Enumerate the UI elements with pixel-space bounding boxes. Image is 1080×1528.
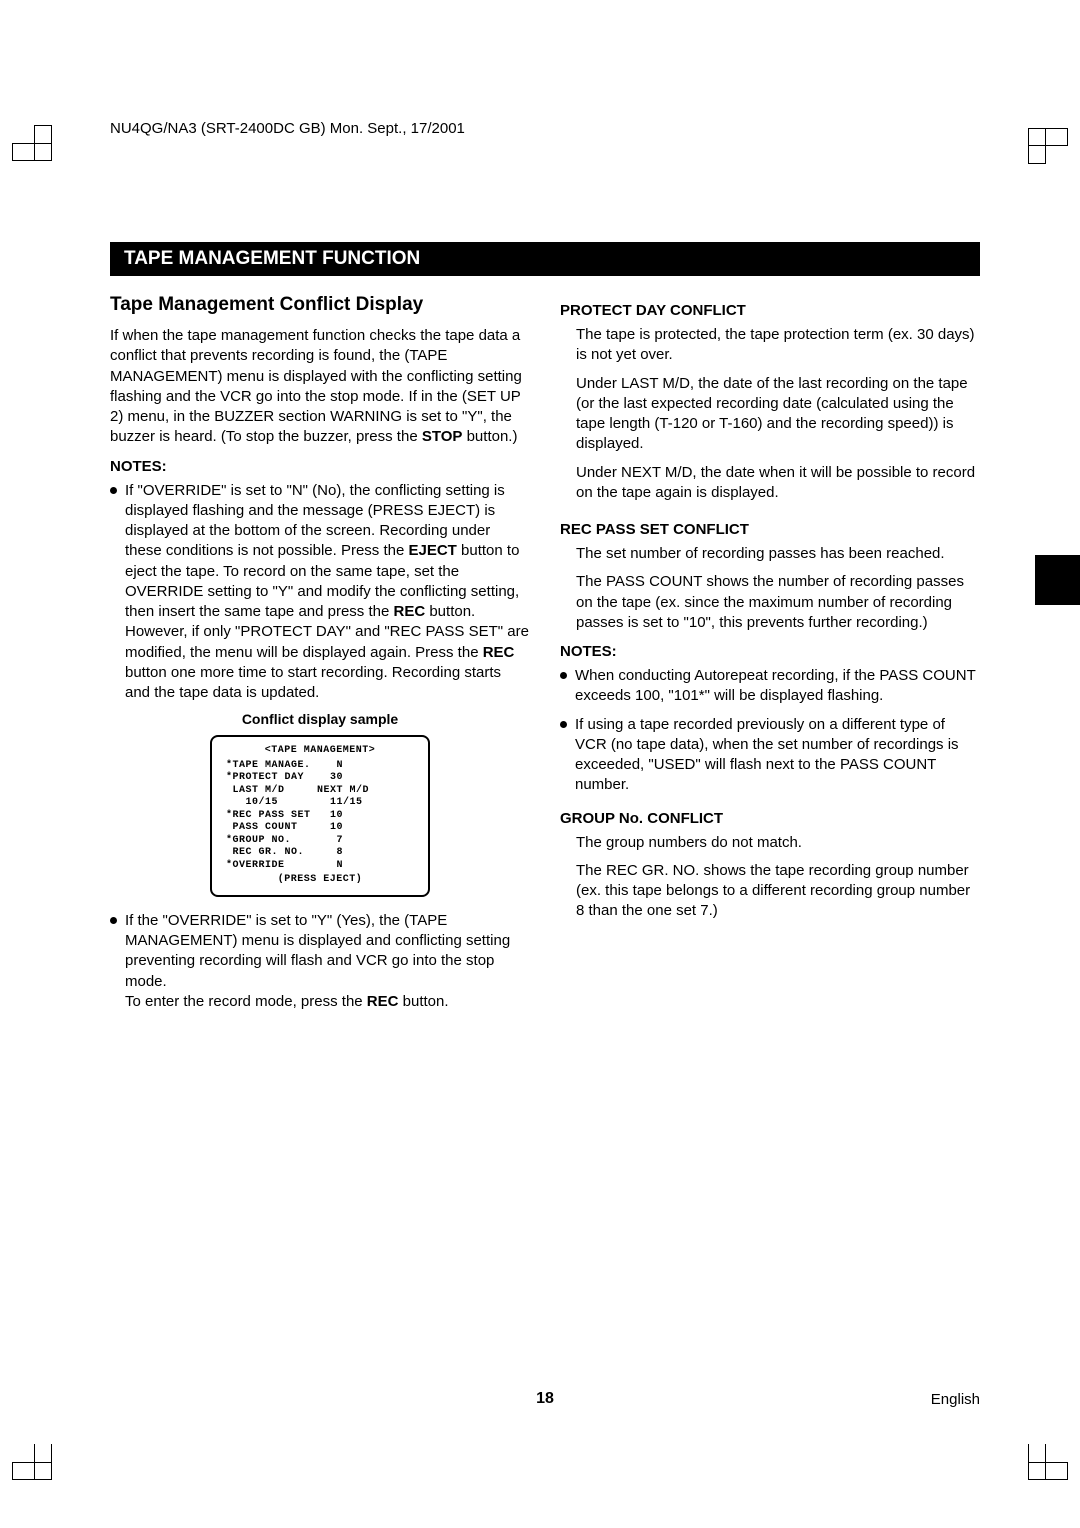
notes-label-right: NOTES: xyxy=(560,643,980,660)
protect-p3: Under NEXT M/D, the date when it will be… xyxy=(560,463,980,504)
display-footer: (PRESS EJECT) xyxy=(226,874,414,887)
protect-p1: The tape is protected, the tape protecti… xyxy=(560,325,980,366)
page-footer: 18 English xyxy=(110,1390,980,1408)
display-line: LAST M/D NEXT M/D xyxy=(226,785,414,798)
bullet-icon xyxy=(560,721,567,728)
crop-mark xyxy=(1028,1444,1046,1480)
group-p2: The REC GR. NO. shows the tape recording… xyxy=(560,861,980,922)
display-line: *TAPE MANAGE. N xyxy=(226,760,414,773)
display-line: PASS COUNT 10 xyxy=(226,822,414,835)
protect-p2: Under LAST M/D, the date of the last rec… xyxy=(560,374,980,455)
bullet-item: If "OVERRIDE" is set to "N" (No), the co… xyxy=(110,481,530,704)
bullet1-e: button one more time to start recording.… xyxy=(125,664,501,701)
crop-mark xyxy=(1028,128,1046,164)
display-line: 10/15 11/15 xyxy=(226,797,414,810)
page-number: 18 xyxy=(536,1390,554,1408)
bullet-item: If using a tape recorded previously on a… xyxy=(560,715,980,796)
bullet-text: When conducting Autorepeat recording, if… xyxy=(575,666,980,707)
rec-p1: The set number of recording passes has b… xyxy=(560,544,980,564)
bullet2-a: If the "OVERRIDE" is set to "Y" (Yes), t… xyxy=(125,911,530,992)
bullet1-b1: EJECT xyxy=(409,542,457,559)
left-column: Tape Management Conflict Display If when… xyxy=(110,294,530,1020)
rec-p2: The PASS COUNT shows the number of recor… xyxy=(560,572,980,633)
group-p1: The group numbers do not match. xyxy=(560,833,980,853)
display-line: *OVERRIDE N xyxy=(226,860,414,873)
bullet-icon xyxy=(110,917,117,924)
display-line: *GROUP NO. 7 xyxy=(226,835,414,848)
bullet-item: When conducting Autorepeat recording, if… xyxy=(560,666,980,707)
right-column: PROTECT DAY CONFLICT The tape is protect… xyxy=(560,294,980,1020)
intro-bold: STOP xyxy=(422,428,463,445)
bullet-text: If "OVERRIDE" is set to "N" (No), the co… xyxy=(125,481,530,704)
conflict-display-sample: <TAPE MANAGEMENT> *TAPE MANAGE. N *PROTE… xyxy=(210,735,430,897)
bullet2-line2: To enter the record mode, press the REC … xyxy=(125,992,530,1012)
crop-mark xyxy=(34,1444,52,1480)
display-line: *PROTECT DAY 30 xyxy=(226,772,414,785)
bullet2-c: button. xyxy=(398,993,448,1010)
bullet2-b: To enter the record mode, press the xyxy=(125,993,367,1010)
bullet-icon xyxy=(560,672,567,679)
bullet-item: If the "OVERRIDE" is set to "Y" (Yes), t… xyxy=(110,911,530,1012)
notes-label: NOTES: xyxy=(110,458,530,475)
intro-paragraph: If when the tape management function che… xyxy=(110,326,530,448)
display-line: *REC PASS SET 10 xyxy=(226,810,414,823)
page-content: NU4QG/NA3 (SRT-2400DC GB) Mon. Sept., 17… xyxy=(110,120,980,1020)
bullet2-bold: REC xyxy=(367,993,399,1010)
bullet-text: If using a tape recorded previously on a… xyxy=(575,715,980,796)
group-heading: GROUP No. CONFLICT xyxy=(560,810,980,827)
rec-heading: REC PASS SET CONFLICT xyxy=(560,521,980,538)
intro-end: button.) xyxy=(462,428,517,445)
side-tab xyxy=(1035,555,1080,605)
header-docid: NU4QG/NA3 (SRT-2400DC GB) Mon. Sept., 17… xyxy=(110,120,980,137)
display-title: <TAPE MANAGEMENT> xyxy=(226,745,414,758)
bullet-icon xyxy=(110,487,117,494)
bullet-text: If the "OVERRIDE" is set to "Y" (Yes), t… xyxy=(125,911,530,1012)
left-title: Tape Management Conflict Display xyxy=(110,294,530,316)
two-column-layout: Tape Management Conflict Display If when… xyxy=(110,294,980,1020)
section-banner: TAPE MANAGEMENT FUNCTION xyxy=(110,242,980,276)
sample-label: Conflict display sample xyxy=(110,711,530,727)
bullet1-b3: REC xyxy=(483,644,515,661)
page-language: English xyxy=(931,1391,980,1408)
protect-heading: PROTECT DAY CONFLICT xyxy=(560,302,980,319)
crop-mark xyxy=(34,125,52,161)
bullet1-b2: REC xyxy=(394,603,426,620)
display-line: REC GR. NO. 8 xyxy=(226,847,414,860)
